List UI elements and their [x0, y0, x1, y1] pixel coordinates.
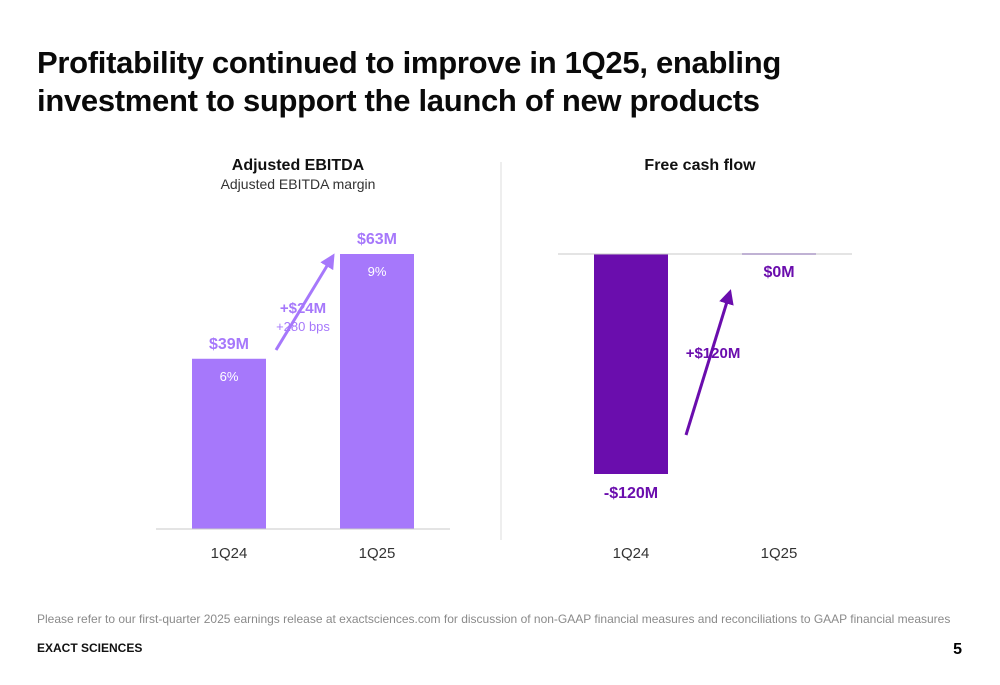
ebitda-category-label: 1Q25	[359, 545, 396, 562]
fcf-change-label: +$120M	[686, 345, 741, 362]
ebitda-value-label: $39M	[209, 336, 249, 353]
ebitda-subtitle: Adjusted EBITDA margin	[221, 176, 376, 192]
ebitda-change-label: +$24M	[280, 300, 326, 317]
ebitda-category-label: 1Q24	[211, 545, 248, 562]
fcf-bar	[594, 254, 668, 474]
ebitda-margin-label: 6%	[220, 369, 239, 384]
fcf-title: Free cash flow	[644, 157, 756, 174]
ebitda-chart: Adjusted EBITDA Adjusted EBITDA margin $…	[156, 157, 450, 562]
footnote: Please refer to our first-quarter 2025 e…	[37, 612, 951, 626]
fcf-category-label: 1Q24	[613, 545, 650, 562]
fcf-value-label: -$120M	[604, 485, 658, 502]
ebitda-change-sublabel: +280 bps	[276, 319, 330, 334]
fcf-value-label: $0M	[763, 264, 794, 281]
ebitda-value-label: $63M	[357, 231, 397, 248]
slide-title: Profitability continued to improve in 1Q…	[37, 45, 781, 118]
ebitda-title: Adjusted EBITDA	[232, 157, 365, 174]
fcf-change-arrow	[684, 289, 734, 436]
ebitda-change-arrow	[274, 253, 335, 351]
fcf-chart: Free cash flow -$120M 1Q24 $0M 1Q25 +$120M	[558, 157, 852, 562]
page-number: 5	[953, 641, 962, 658]
brand-logo-text: EXACT SCIENCES	[37, 641, 143, 655]
ebitda-margin-label: 9%	[368, 264, 387, 279]
ebitda-bar	[340, 254, 414, 529]
ebitda-bar	[192, 358, 266, 529]
fcf-category-label: 1Q25	[761, 545, 798, 562]
